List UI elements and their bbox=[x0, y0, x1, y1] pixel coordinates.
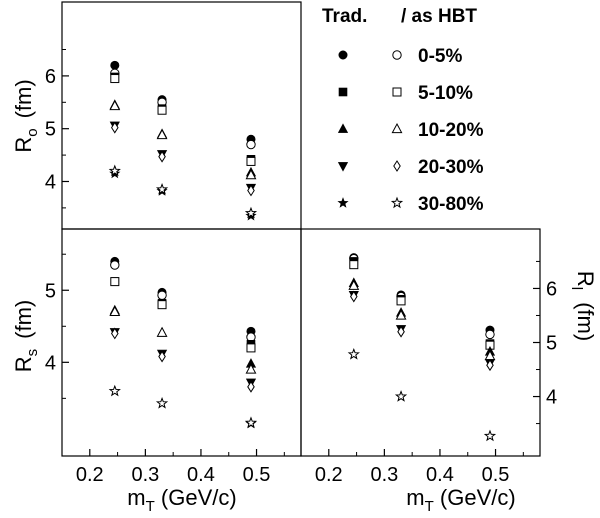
rs-hbt-point bbox=[108, 384, 121, 397]
legend-label: 5-10% bbox=[418, 83, 473, 104]
ro-trad-point bbox=[110, 60, 120, 70]
legend-trad-marker bbox=[337, 162, 349, 172]
legend-trad-marker bbox=[337, 197, 349, 208]
legend: Trad. / as HBT 0-5% 5-10% 10-20% 20-30% 30-8… bbox=[322, 6, 484, 215]
legend-hbt-marker bbox=[392, 50, 402, 60]
rl-hbt-point bbox=[350, 290, 358, 303]
legend-trad-marker bbox=[338, 87, 348, 97]
rs-hbt-point bbox=[158, 350, 166, 363]
rl-hbt-point bbox=[397, 325, 405, 338]
x-axis-title-left: mT (GeV/c) bbox=[127, 485, 236, 515]
tick-labels: 4 5 6 4 5 0.2 0.3 0.4 0.5 4 5 6 0.2 0.3 0.4 0.5 bbox=[45, 66, 557, 486]
rs-hbt-point bbox=[155, 396, 169, 409]
rl-hbt-point bbox=[395, 309, 407, 320]
ro-hbt-point bbox=[246, 156, 256, 166]
rs-axis-title: Rs(fm) bbox=[11, 300, 41, 372]
rs-hbt-point bbox=[110, 277, 120, 287]
rl-hbt-point bbox=[347, 347, 360, 360]
legend-label: 10-20% bbox=[418, 120, 484, 141]
legend-header-trad: Trad. bbox=[322, 6, 367, 27]
ro-hbt-point bbox=[245, 169, 257, 180]
ro-ytick-label: 6 bbox=[45, 66, 56, 88]
legend-items: 0-5% 5-10% 10-20% 20-30% 30-80% bbox=[337, 46, 484, 215]
rl-ytick-label: 6 bbox=[546, 278, 557, 300]
rs-xtick-label: 0.2 bbox=[76, 464, 104, 486]
rl-hbt-point bbox=[394, 390, 408, 402]
rs-hbt-point bbox=[111, 327, 119, 340]
data-markers bbox=[108, 60, 497, 442]
legend-hbt-marker bbox=[390, 196, 404, 209]
rs-xtick-label: 0.5 bbox=[243, 464, 271, 486]
rl-ytick-label: 4 bbox=[546, 387, 557, 409]
axis-ticks bbox=[62, 49, 540, 456]
series-5-10% bbox=[110, 72, 495, 353]
legend-entry: 20-30% bbox=[337, 157, 484, 178]
legend-hbt-marker bbox=[391, 122, 403, 134]
legend-entry: 30-80% bbox=[337, 194, 484, 215]
rs-hbt-point bbox=[109, 305, 121, 316]
rl-hbt-point bbox=[396, 296, 406, 306]
ro-hbt-point bbox=[156, 128, 168, 140]
rs-hbt-point bbox=[245, 363, 257, 374]
rl-xtick-label: 0.4 bbox=[426, 464, 454, 486]
legend-trad-marker bbox=[337, 123, 349, 133]
panel-rl-frame bbox=[300, 228, 541, 457]
series-10-20% bbox=[109, 99, 496, 374]
rl-ytick-label: 5 bbox=[546, 333, 557, 355]
ro-hbt-point bbox=[109, 99, 121, 111]
rs-xtick-label: 0.3 bbox=[131, 464, 159, 486]
rl-xtick-label: 0.3 bbox=[370, 464, 398, 486]
rs-hbt-point bbox=[244, 416, 258, 429]
panel-frames bbox=[61, 1, 541, 457]
legend-entry: 10-20% bbox=[337, 120, 484, 141]
rs-ytick-label: 4 bbox=[45, 352, 56, 374]
panel-ro-frame bbox=[61, 1, 302, 230]
ro-ytick-label: 4 bbox=[45, 171, 56, 193]
rs-ytick-label: 5 bbox=[45, 280, 56, 302]
rl-hbt-point bbox=[348, 279, 360, 290]
rl-hbt-point bbox=[349, 260, 359, 270]
legend-entry: 0-5% bbox=[338, 46, 462, 67]
rs-hbt-point bbox=[156, 326, 168, 337]
rl-hbt-point bbox=[483, 429, 497, 442]
ro-hbt-point bbox=[110, 74, 120, 84]
rl-xtick-label: 0.2 bbox=[315, 464, 343, 486]
ro-hbt-point bbox=[111, 121, 119, 134]
legend-hbt-marker bbox=[393, 160, 401, 172]
legend-hbt-marker bbox=[392, 87, 402, 97]
ro-axis-title: Ro(fm) bbox=[11, 79, 41, 152]
ro-hbt-point bbox=[247, 184, 255, 197]
legend-label: 30-80% bbox=[418, 194, 484, 215]
rs-hbt-point bbox=[110, 260, 120, 270]
legend-header-hbt: / as HBT bbox=[401, 6, 477, 27]
rl-axis-title: Rl(fm) bbox=[568, 271, 598, 341]
rs-xtick-label: 0.4 bbox=[187, 464, 215, 486]
rl-xtick-label: 0.5 bbox=[482, 464, 510, 486]
legend-entry: 5-10% bbox=[338, 83, 473, 104]
ro-hbt-point bbox=[246, 139, 256, 150]
rl-hbt-point bbox=[485, 329, 495, 340]
legend-trad-marker bbox=[338, 50, 348, 60]
ro-hbt-point bbox=[244, 206, 258, 219]
rs-hbt-point bbox=[247, 380, 255, 393]
rl-hbt-point bbox=[486, 359, 494, 372]
rs-hbt-point bbox=[157, 290, 167, 300]
ro-ytick-label: 5 bbox=[45, 119, 56, 141]
series-0-5% bbox=[110, 60, 495, 342]
x-axis-title-right: mT (GeV/c) bbox=[406, 485, 515, 515]
ro-hbt-point bbox=[157, 105, 167, 115]
rs-hbt-point bbox=[246, 343, 256, 353]
legend-label: 0-5% bbox=[418, 46, 462, 67]
ro-hbt-point bbox=[158, 150, 166, 163]
ro-hbt-point bbox=[108, 164, 121, 177]
ro-hbt-point bbox=[155, 182, 169, 195]
legend-label: 20-30% bbox=[418, 157, 484, 178]
series-30-80% bbox=[108, 164, 497, 442]
series-20-30% bbox=[109, 121, 496, 393]
rs-hbt-point bbox=[157, 300, 167, 310]
panel-rs-frame bbox=[61, 228, 302, 457]
